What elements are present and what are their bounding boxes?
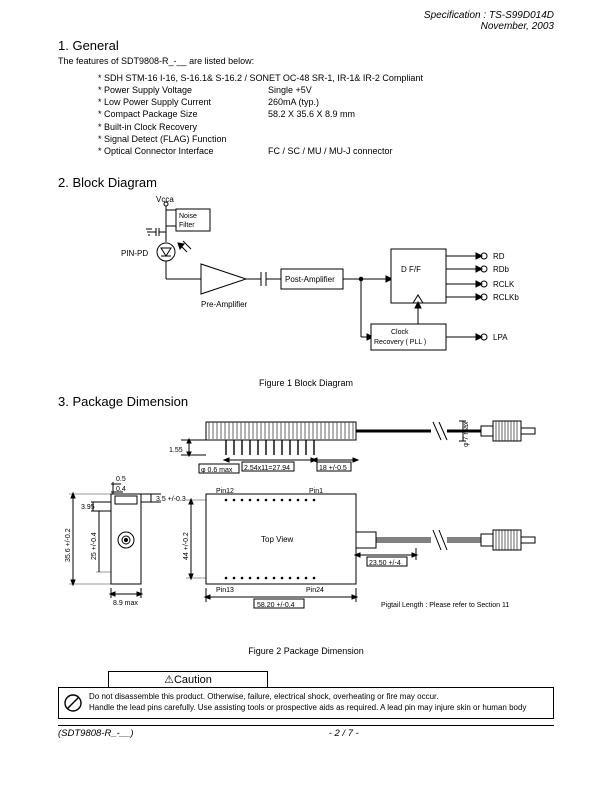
feature-value: 260mA (typ.) [268,96,319,108]
block-diagram: Vcca Noise Filter [61,194,551,374]
feature-item: * Built-in Clock Recovery [98,121,197,133]
lpa-label: LPA [493,333,508,342]
svg-text:8.9 max: 8.9 max [113,600,138,607]
page-footer: (SDT9808-R_-__) - 2 / 7 - [58,725,554,739]
svg-text:Pin13: Pin13 [216,587,234,594]
rclk-label: RCLK [493,280,515,289]
caution-section: ⚠Caution Do not disassemble this product… [58,670,554,719]
caution-title: Caution [174,674,212,686]
rdb-label: RDb [493,265,510,274]
feature-item: * Power Supply Voltage [98,84,268,96]
pin-pd-label: PIN-PD [121,249,148,258]
feature-item: * Low Power Supply Current [98,96,268,108]
figure-1-caption: Figure 1 Block Diagram [58,378,554,388]
svg-text:Filter: Filter [179,222,195,229]
section-2-title: 2. Block Diagram [58,175,554,190]
svg-text:Pigtail Length : Please refer: Pigtail Length : Please refer to Section… [381,602,509,609]
rd-label: RD [493,252,505,261]
rclkb-label: RCLKb [493,293,519,302]
spec-number: Specification : TS-S99D014D [58,10,554,21]
svg-text:Noise: Noise [179,213,197,220]
package-diagram: 1.55 φ 0.6 max 2.54x11=27.94 18 +/-0.5 [61,412,551,642]
feature-value: Single +5V [268,84,312,96]
dff-label: D F/F [401,265,421,274]
svg-text:35.6 +/-0.2: 35.6 +/-0.2 [65,528,72,562]
feature-item: * Compact Package Size [98,108,268,120]
svg-text:3.5 +/-0.3: 3.5 +/-0.3 [156,496,186,503]
footer-left: (SDT9808-R_-__) [58,728,134,739]
caution-box: Do not disassemble this product. Otherwi… [58,687,554,719]
svg-text:44 +/-0.2: 44 +/-0.2 [183,532,190,560]
svg-text:25 +/-0.4: 25 +/-0.4 [91,532,98,560]
feature-item: * Optical Connector Interface [98,145,268,157]
caution-header: ⚠Caution [108,671,268,688]
svg-text:Pin12: Pin12 [216,488,234,495]
svg-text:0.5: 0.5 [116,476,126,483]
section-1-title: 1. General [58,38,554,53]
svg-text:3.95: 3.95 [81,504,95,511]
section-1-intro: The features of SDT9808-R_-__ are listed… [58,56,554,66]
preamp-label: Pre-Amplifier [201,300,248,309]
svg-text:Top View: Top View [261,535,294,544]
figure-2-caption: Figure 2 Package Dimension [58,646,554,656]
caution-line-1: Do not disassemble this product. Otherwi… [89,692,547,703]
header-right: Specification : TS-S99D014D November, 20… [58,10,554,32]
feature-value: FC / SC / MU / MU-J connector [268,145,393,157]
spec-date: November, 2003 [58,21,554,32]
postamp-label: Post-Amplifier [285,275,335,284]
features-list: * SDH STM-16 I-16, S-16.1& S-16.2 / SONE… [98,72,554,157]
svg-text:φ 7 max: φ 7 max [463,421,470,447]
svg-text:1.55: 1.55 [169,447,183,454]
svg-text:Pin1: Pin1 [309,488,323,495]
caution-line-2: Handle the lead pins carefully. Use assi… [89,703,547,714]
warning-icon: ⚠ [164,674,174,686]
svg-text:Clock: Clock [391,329,409,336]
feature-item: * Signal Detect (FLAG) Function [98,133,227,145]
section-3-title: 3. Package Dimension [58,394,554,409]
svg-text:Pin24: Pin24 [306,587,324,594]
footer-center: - 2 / 7 - [329,728,359,739]
svg-text:Recovery ( PLL ): Recovery ( PLL ) [374,339,426,346]
feature-value: 58.2 X 35.6 X 8.9 mm [268,108,355,120]
feature-item: * SDH STM-16 I-16, S-16.1& S-16.2 / SONE… [98,72,423,84]
prohibit-icon [64,694,82,712]
